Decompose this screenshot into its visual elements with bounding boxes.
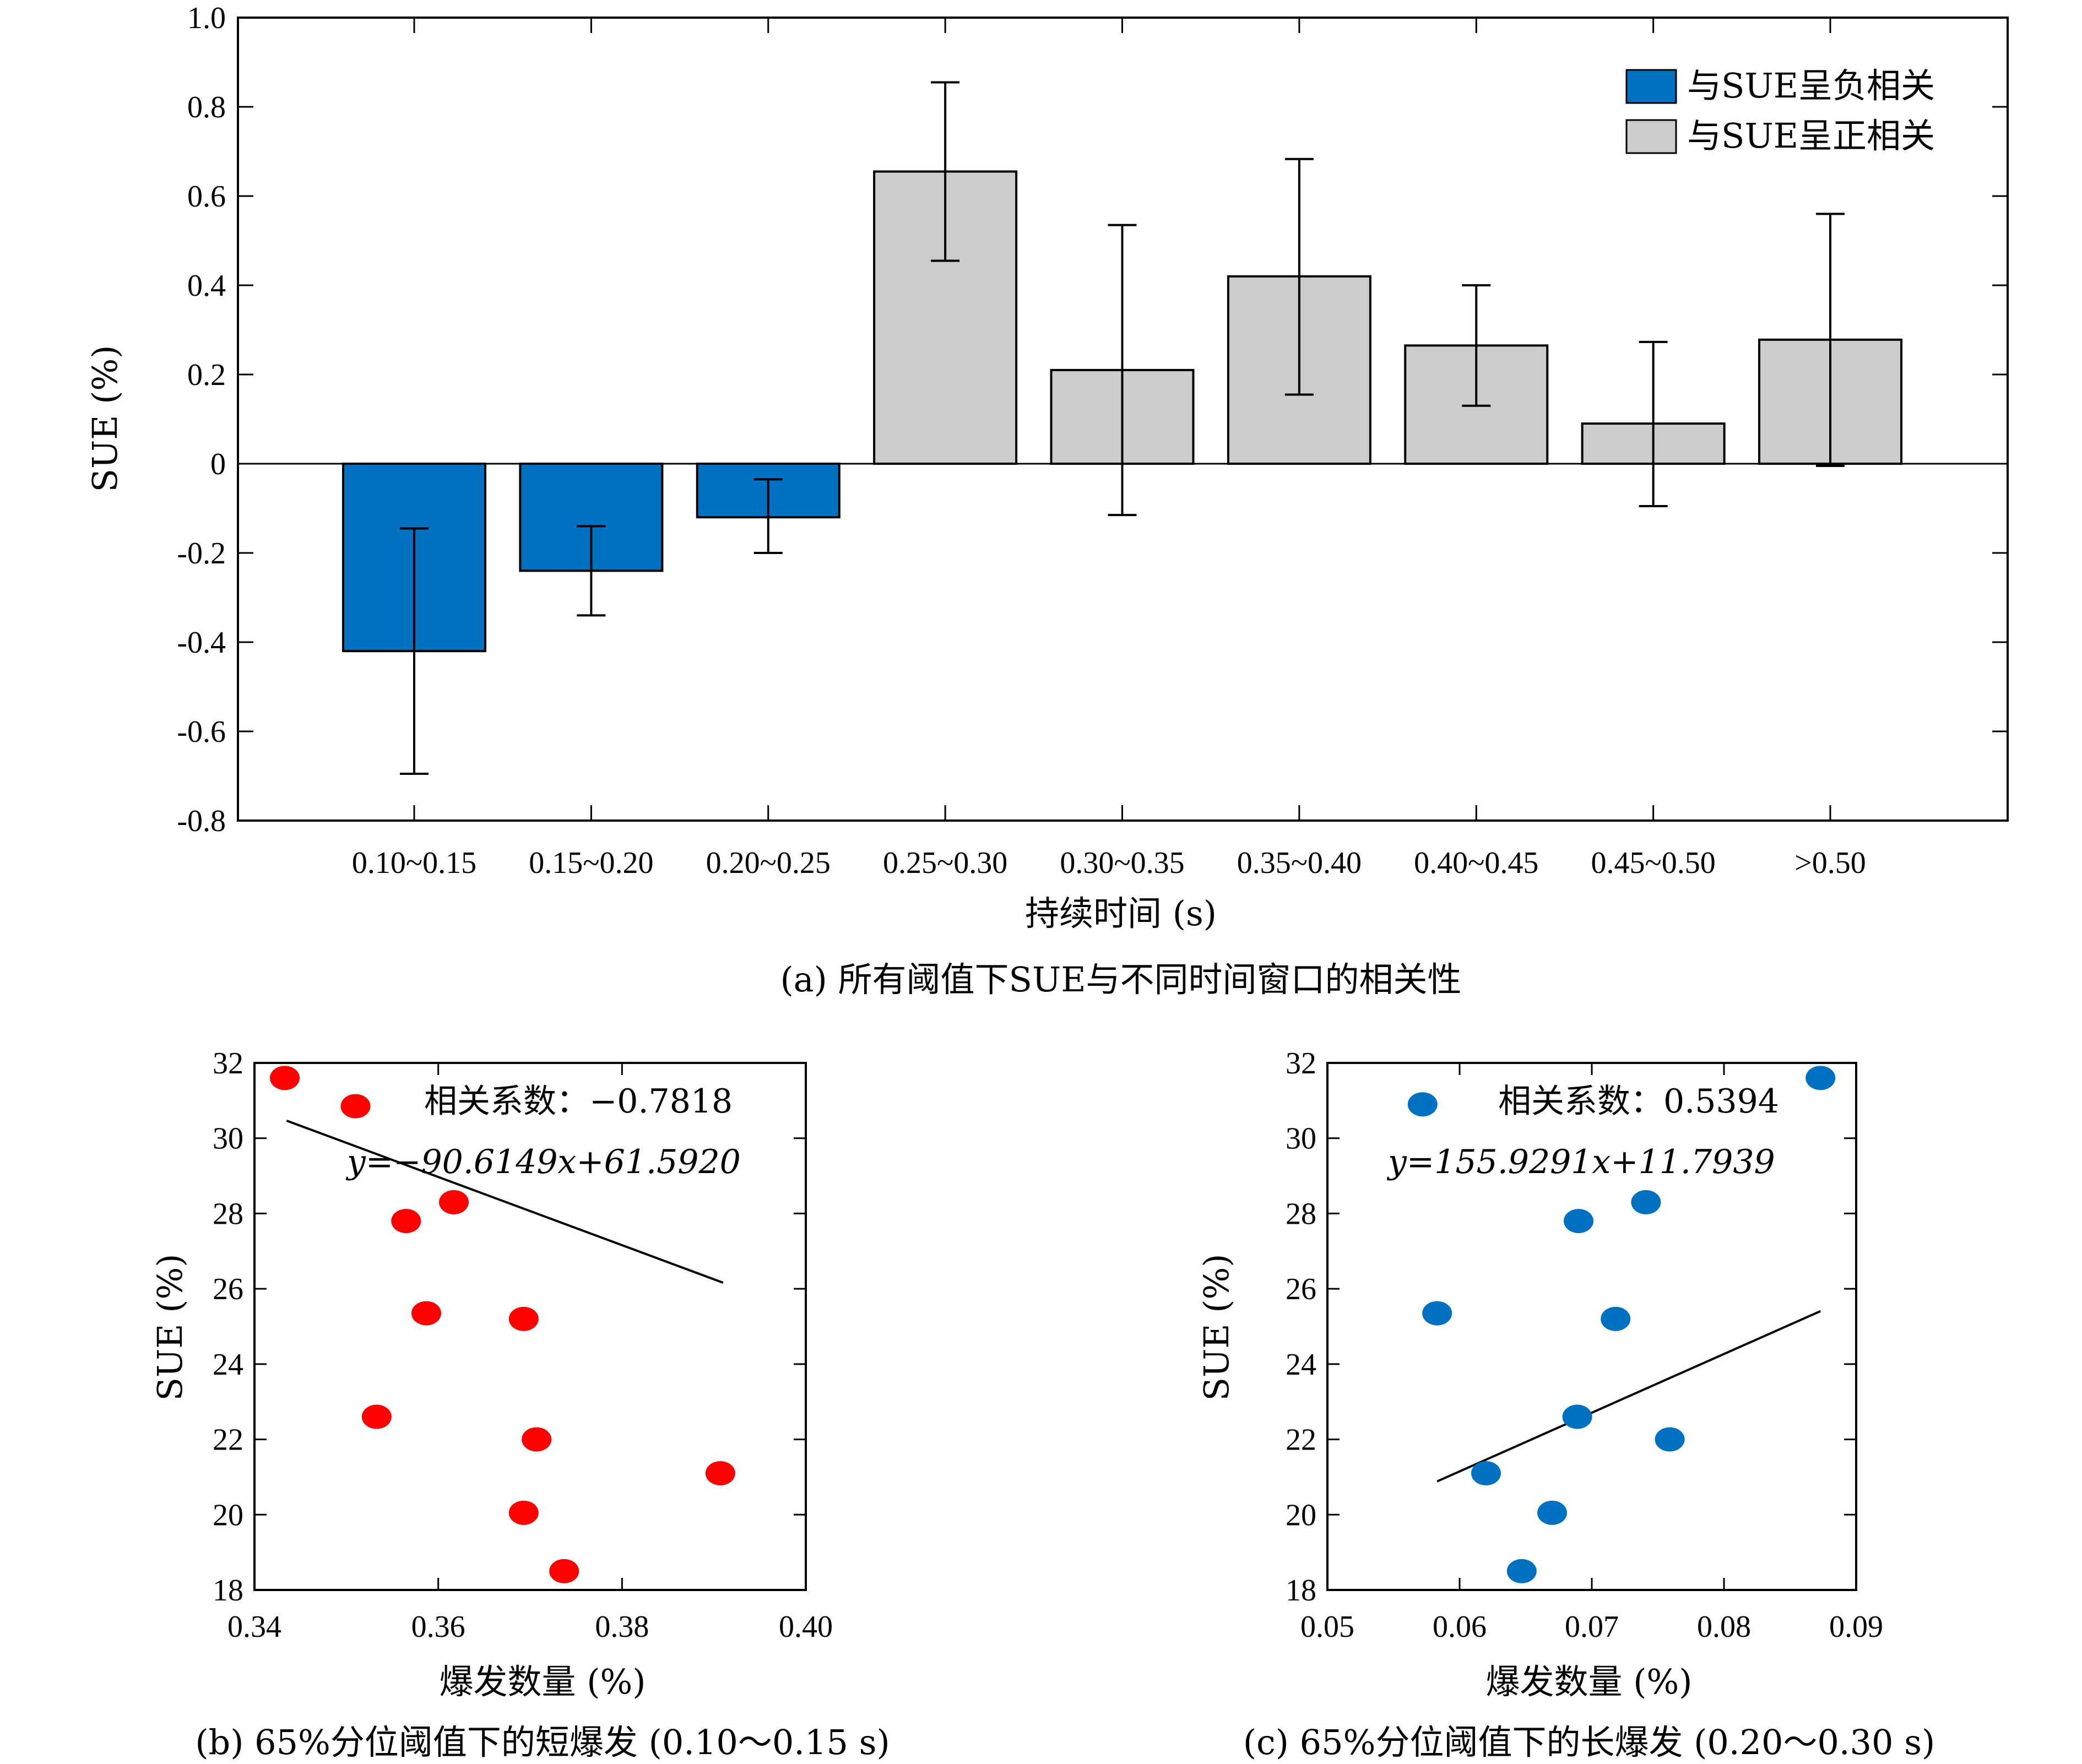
panel-a-legend: 与SUE呈负相关 与SUE呈正相关	[1625, 66, 1935, 156]
panel-b-point-9	[508, 1500, 539, 1525]
panel-b-xtick-label-2: 0.38	[595, 1610, 649, 1644]
panel-b-fit-line	[286, 1119, 724, 1284]
panel-c-ytick-label-7: 18	[1286, 1573, 1316, 1608]
ytick-label-4: 0.2	[187, 358, 226, 392]
panel-a-ylabel: SUE (%)	[85, 345, 125, 492]
panel-c-ytick-label-0: 32	[1286, 1046, 1316, 1081]
xtick-label-1: 0.15~0.20	[529, 846, 653, 880]
panel-b-point-1	[340, 1094, 371, 1119]
xtick-label-2: 0.20~0.25	[706, 846, 831, 880]
legend-label-negative: 与SUE呈负相关	[1687, 66, 1935, 106]
ytick-label-7: -0.4	[177, 626, 226, 660]
panel-c-point-2	[1422, 1301, 1452, 1326]
panel-b-correlation: 相关系数：−0.7818	[424, 1082, 733, 1121]
panel-b-frame	[253, 1062, 807, 1591]
panel-b-ytick-label-6: 20	[213, 1498, 243, 1532]
panel-b-xtick-label-0: 0.34	[227, 1610, 281, 1644]
panel-b-ytick-label-0: 32	[213, 1046, 243, 1081]
panel-c-ytick-label-6: 20	[1286, 1498, 1316, 1532]
panel-c-xtick-label-2: 0.07	[1565, 1610, 1619, 1644]
panel-c-scatter-chart: 32 30 28 26 24 22 20 180.05 0.06 0.07 0.08 0.09 相关系…	[1196, 1046, 1935, 1762]
panel-c-point-10	[1506, 1559, 1537, 1583]
panel-c-point-8	[1471, 1461, 1501, 1486]
panel-b-caption: (b) 65%分位阈值下的短爆发 (0.10～0.15 s)	[195, 1722, 890, 1762]
legend-label-positive: 与SUE呈正相关	[1687, 116, 1935, 156]
panel-a-axis-ticks: 1.0 0.8 0.6 0.4 0.2 0 -0.2 -0.4 -0.6 -0.8 0.10~0.1…	[177, 1, 2009, 880]
panel-c-point-7	[1655, 1427, 1685, 1452]
panel-c-point-6	[1562, 1404, 1592, 1429]
panel-c-correlation: 相关系数：0.5394	[1498, 1082, 1779, 1121]
panel-b-point-5	[508, 1306, 539, 1331]
panel-b-ytick-label-3: 26	[213, 1272, 243, 1306]
panel-c-point-1	[1806, 1066, 1836, 1090]
xtick-label-7: 0.45~0.50	[1591, 846, 1715, 880]
ytick-label-2: 0.6	[187, 180, 226, 214]
xtick-label-0: 0.10~0.15	[352, 846, 476, 880]
legend-swatch-negative	[1625, 69, 1677, 104]
panel-a-marks	[238, 81, 2008, 775]
panel-c-point-3	[1564, 1209, 1593, 1234]
ytick-label-6: -0.2	[177, 536, 226, 571]
panel-c-equation: y=155.9291x+11.7939	[1386, 1143, 1775, 1181]
panel-c-ytick-label-3: 26	[1286, 1272, 1316, 1306]
panel-b-point-4	[411, 1301, 441, 1326]
ytick-label-3: 0.4	[187, 269, 226, 303]
xtick-label-8: >0.50	[1794, 846, 1866, 880]
panel-c-xlabel: 爆发数量 (%)	[1486, 1662, 1693, 1702]
xtick-label-6: 0.40~0.45	[1414, 846, 1538, 880]
panel-a-caption: (a) 所有阈值下SUE与不同时间窗口的相关性	[780, 959, 1461, 1000]
panel-b-xtick-label-3: 0.40	[779, 1610, 833, 1644]
panel-c-ytick-label-5: 22	[1286, 1423, 1316, 1457]
ytick-label-8: -0.6	[177, 715, 226, 749]
panel-c-axis-ticks: 32 30 28 26 24 22 20 180.05 0.06 0.07 0.08 0.09	[1286, 1046, 1883, 1644]
panel-b-point-6	[361, 1404, 392, 1429]
panel-c-ytick-label-1: 30	[1286, 1122, 1316, 1156]
panel-b-point-0	[270, 1066, 300, 1090]
panel-b-ytick-label-2: 28	[213, 1197, 243, 1231]
panel-c-point-9	[1537, 1500, 1567, 1525]
panel-b-axis-ticks: 32 30 28 26 24 22 20 180.34 0.36 0.38 0.40	[213, 1046, 833, 1644]
panel-c-xtick-label-4: 0.09	[1829, 1610, 1883, 1644]
panel-c-caption: (c) 65%分位阈值下的长爆发 (0.20～0.30 s)	[1243, 1722, 1935, 1762]
xtick-label-3: 0.25~0.30	[883, 846, 1007, 880]
panel-c-frame	[1326, 1062, 1857, 1591]
panel-c-point-5	[1601, 1306, 1631, 1331]
panel-b-ylabel: SUE (%)	[150, 1254, 190, 1401]
panel-c-marks	[1407, 1066, 1836, 1583]
panel-b-xlabel: 爆发数量 (%)	[440, 1662, 646, 1702]
panel-c-point-4	[1631, 1190, 1661, 1214]
panel-c-xtick-label-0: 0.05	[1300, 1610, 1354, 1644]
panel-c-xtick-label-1: 0.06	[1433, 1610, 1487, 1644]
panel-a-bar-chart: 1.0 0.8 0.6 0.4 0.2 0 -0.2 -0.4 -0.6 -0.8 0.10~0.1…	[85, 1, 2009, 1000]
panel-b-point-7	[522, 1427, 552, 1452]
panel-b-ytick-label-7: 18	[213, 1573, 243, 1608]
panel-b-xtick-label-1: 0.36	[411, 1610, 465, 1644]
panel-c-ylabel: SUE (%)	[1196, 1254, 1237, 1401]
ytick-label-5: 0	[210, 447, 226, 481]
panel-b-scatter-chart: 32 30 28 26 24 22 20 180.34 0.36 0.38 0.40 相关系数：−0…	[150, 1046, 890, 1762]
panel-c-fit-line	[1436, 1310, 1821, 1483]
panel-b-point-10	[549, 1559, 579, 1583]
panel-b-equation: y=−90.6149x+61.5920	[345, 1143, 741, 1181]
legend-swatch-positive	[1625, 119, 1677, 154]
panel-b-ytick-label-1: 30	[213, 1122, 243, 1156]
xtick-label-4: 0.30~0.35	[1060, 846, 1184, 880]
panel-c-point-0	[1407, 1092, 1438, 1117]
panel-b-point-2	[391, 1209, 421, 1234]
panel-a-xlabel: 持续时间 (s)	[1025, 893, 1217, 933]
panel-b-point-8	[705, 1461, 735, 1486]
panel-b-ytick-label-4: 24	[213, 1348, 243, 1382]
xtick-label-5: 0.35~0.40	[1237, 846, 1362, 880]
ytick-label-0: 1.0	[187, 1, 226, 35]
panel-c-ytick-label-4: 24	[1286, 1348, 1316, 1382]
panel-b-point-3	[439, 1190, 469, 1214]
ytick-label-1: 0.8	[187, 90, 226, 124]
panel-b-ytick-label-5: 22	[213, 1423, 243, 1457]
panel-c-ytick-label-2: 28	[1286, 1197, 1316, 1231]
panel-c-xtick-label-3: 0.08	[1697, 1610, 1751, 1644]
panel-b-marks	[270, 1066, 735, 1583]
ytick-label-9: -0.8	[177, 804, 226, 838]
